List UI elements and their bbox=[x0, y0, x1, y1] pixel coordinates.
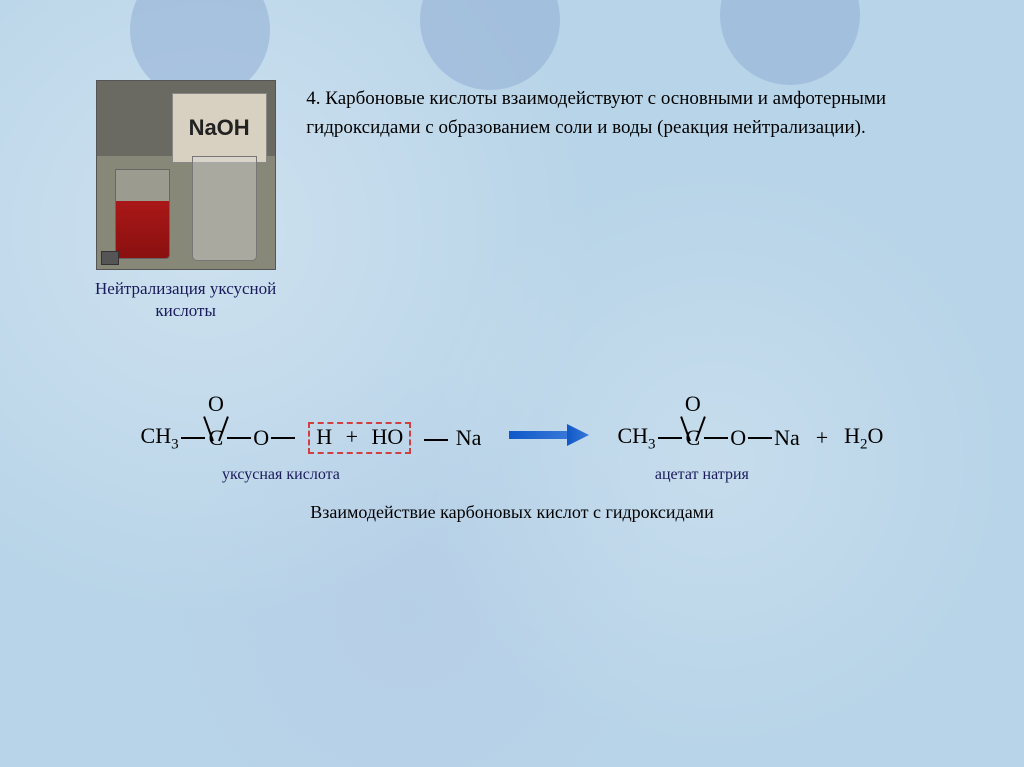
chemical-reaction: CH3 O C O H + HO Na bbox=[141, 402, 884, 454]
c-group-left: O C bbox=[209, 425, 224, 451]
h-atom: H bbox=[316, 424, 332, 449]
bond bbox=[181, 437, 205, 439]
caption-line1: Нейтрализация уксусной bbox=[95, 279, 276, 298]
label-sodium-acetate: ацетат натрия bbox=[655, 466, 749, 484]
leaving-group-box: H + HO bbox=[308, 422, 411, 454]
ch3-left: CH3 bbox=[141, 423, 179, 453]
o-side-right: O bbox=[730, 425, 746, 451]
reaction-labels: уксусная кислота ацетат натрия bbox=[132, 466, 892, 484]
reaction-section: CH3 O C O H + HO Na bbox=[0, 402, 1024, 523]
ho-group: HO bbox=[372, 424, 404, 449]
water-molecule: H2O bbox=[844, 423, 883, 453]
bond bbox=[271, 437, 295, 439]
main-text: 4. Карбоновые кислоты взаимодействуют с … bbox=[306, 80, 966, 322]
caption-line2: кислоты bbox=[155, 301, 216, 320]
bond bbox=[227, 437, 251, 439]
red-beaker bbox=[115, 169, 170, 259]
photo-caption: Нейтрализация уксусной кислоты bbox=[95, 278, 276, 322]
experiment-photo: NaOH bbox=[96, 80, 276, 270]
na-atom-left: Na bbox=[456, 425, 482, 450]
label-acetic-acid: уксусная кислота bbox=[222, 466, 340, 484]
c-group-right: O C bbox=[686, 425, 701, 451]
bond bbox=[424, 439, 448, 441]
double-bond-o-right: O bbox=[681, 393, 705, 441]
plus-sign-1: + bbox=[346, 424, 358, 449]
naoh-label-card: NaOH bbox=[172, 93, 267, 163]
bond bbox=[748, 437, 772, 439]
corner-icon bbox=[101, 251, 119, 265]
sodium-acetate-molecule: CH3 O C O Na bbox=[617, 423, 799, 453]
plus-sign-2: + bbox=[816, 425, 828, 451]
clear-beaker bbox=[192, 156, 257, 261]
na-oh-tail: Na bbox=[422, 425, 481, 451]
acetic-acid-molecule: CH3 O C O bbox=[141, 423, 298, 453]
reaction-caption: Взаимодействие карбоновых кислот с гидро… bbox=[310, 502, 713, 523]
na-atom-right: Na bbox=[774, 425, 800, 451]
reaction-arrow bbox=[509, 424, 589, 452]
photo-block: NaOH Нейтрализация уксусной кислоты bbox=[95, 80, 276, 322]
bond bbox=[658, 437, 682, 439]
o-side-left: O bbox=[253, 425, 269, 451]
bond bbox=[704, 437, 728, 439]
double-bond-o-left: O bbox=[204, 393, 228, 441]
ch3-right: CH3 bbox=[617, 423, 655, 453]
